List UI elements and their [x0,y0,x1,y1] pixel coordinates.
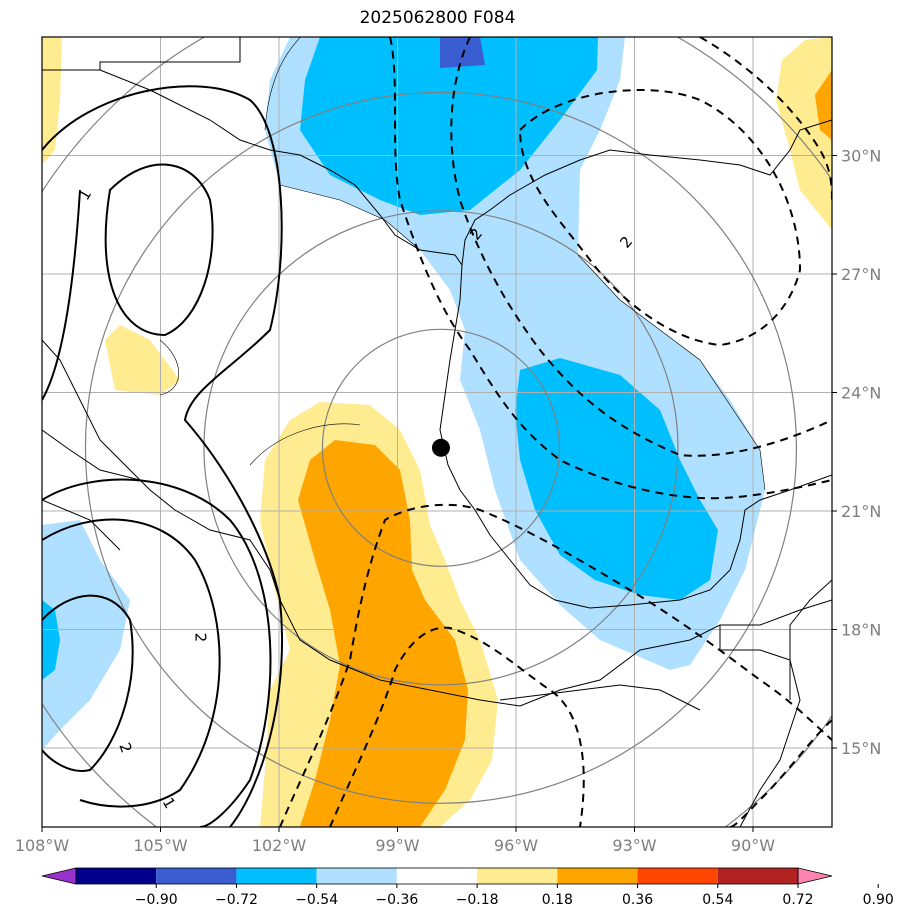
colorbar-segment-7 [637,868,718,884]
latitude-axis: 30°N 27°N 24°N 21°N 18°N 15°N [832,147,881,758]
contour-label-5: 1 [159,794,179,811]
contour-label-2: 2 [616,233,636,252]
lat-tick-label-5: 15°N [841,739,881,758]
mexico-pacific-coast [42,339,832,707]
colorbar-label-4: −0.18 [456,892,499,908]
colorbar-segment-1 [156,868,237,884]
positive-anomaly-fills [42,37,832,827]
map-title: 2025062800 F084 [359,8,516,28]
lat-tick-label-3: 21°N [841,502,881,521]
colorbar-segment-8 [717,868,798,884]
lat-tick-label-1: 27°N [841,265,881,284]
colorbar-label-0: −0.90 [135,892,178,908]
colorbar-label-8: 0.72 [782,892,813,908]
dashed-contour-southeast [729,719,832,827]
coastlines-borders [42,37,832,827]
fill-blue-north [300,37,598,215]
longitude-axis: 108°W 105°W 102°W 99°W 96°W 93°W 90°W [15,827,775,855]
lon-tick-label-5: 93°W [612,836,656,855]
negative-anomaly-fills [42,37,765,750]
dashed-contour-south-a [279,503,832,827]
fill-blue-west [42,600,60,680]
contour-2-south-a [42,478,272,827]
dashed-contour-south-b [329,626,585,827]
colorbar-frame [75,867,799,885]
colorbar-label-2: −0.54 [295,892,338,908]
colorbar-segment-4 [396,868,478,884]
colorbar-label-6: 0.36 [622,892,653,908]
lat-tick-label-4: 18°N [841,621,881,640]
contour-1-left [42,189,81,401]
inland-border-south [499,684,701,711]
range-ring-2 [84,91,798,804]
range-ring-0 [321,328,561,567]
colorbar-label-7: 0.54 [702,892,733,908]
dashed-contour-east [699,37,832,201]
colorbar: −0.90 −0.72 −0.54 −0.36 −0.18 0.18 0.36 0.54 0.7… [41,867,894,908]
texas-gulf-coast [461,119,832,266]
central-america-coast [719,579,832,827]
outline-southwest [159,339,361,466]
colorbar-label-5: 0.18 [542,892,573,908]
lon-tick-label-1: 105°W [133,836,188,855]
dashed-contour-north-b [450,37,832,457]
colorbar-segment-2 [236,868,317,884]
lon-tick-label-0: 108°W [15,836,70,855]
mexico-gulf-coast [439,264,832,609]
fill-blue-south [515,358,718,600]
fill-orange-south [298,440,468,827]
colorbar-segment-3 [316,868,397,884]
colorbar-segment-5 [477,868,558,884]
shade-outline-contours [159,37,766,491]
storm-center-marker[interactable] [431,438,450,457]
colorbar-segment-0 [76,868,157,884]
dashed-contours [279,37,832,827]
fill-yellow-northeast [776,37,832,230]
gridlines [42,37,832,827]
fill-darkblue-north [440,37,485,68]
colorbar-extend-low [41,867,77,885]
outline-north [264,37,421,251]
contour-3-south [42,594,134,772]
dashed-contour-inner-loop [518,89,802,347]
baja-coast [42,429,141,551]
colorbar-extend-high [797,867,833,885]
colorbar-label-3: −0.36 [375,892,418,908]
contour-1-outer [42,85,283,827]
outline-east [577,254,766,491]
colorbar-label-9: 0.90 [863,892,894,908]
dashed-contour-north-a [389,37,832,500]
lon-tick-label-6: 90°W [731,836,775,855]
solid-contours [42,85,283,827]
contour-label-0: 1 [75,186,95,203]
contour-label-4: 2 [192,633,210,643]
lon-tick-label-4: 96°W [494,836,538,855]
fill-yellow-northwest [42,37,62,165]
range-ring-1 [203,210,679,686]
contour-label-3: 2 [115,740,135,755]
contour-1-inner-loop [104,163,214,337]
us-mexico-border [42,37,463,266]
fill-yellow-west [105,325,180,395]
colorbar-label-1: −0.72 [215,892,258,908]
colorbar-segment-6 [557,868,638,884]
lon-tick-label-2: 102°W [252,836,307,855]
lat-tick-label-0: 30°N [841,147,881,166]
fill-lightblue-west [42,520,130,750]
fill-orange-northeast [815,70,832,140]
lat-tick-label-2: 24°N [841,384,881,403]
map-frame [41,36,833,828]
lon-tick-label-3: 99°W [375,836,419,855]
contour-2-south-b [42,518,221,808]
